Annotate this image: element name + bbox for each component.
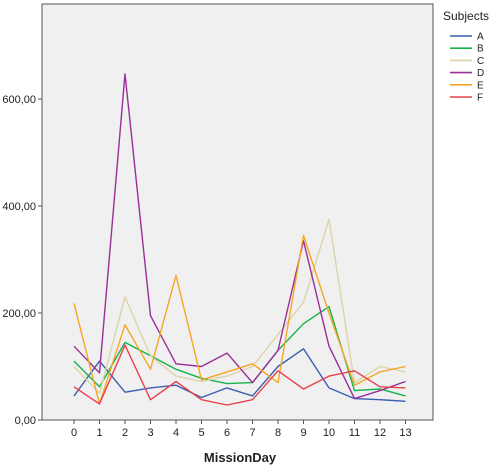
x-tick-label: 12 xyxy=(374,427,386,439)
y-tick-label: 0,00 xyxy=(15,415,36,427)
legend-label-c: C xyxy=(477,56,484,67)
y-tick-label: 400,00 xyxy=(2,201,36,213)
y-tick-label: 600,00 xyxy=(2,94,36,106)
x-axis: 0 1 2 3 4 5 6 7 8 9 10 11 12 13 xyxy=(71,420,412,439)
series-lines xyxy=(73,73,406,406)
plot-area xyxy=(41,3,434,421)
x-axis-title: MissionDay xyxy=(204,450,277,465)
series-line-e xyxy=(73,234,406,405)
legend-label-e: E xyxy=(477,80,484,91)
y-tick-label: 200,00 xyxy=(2,308,36,320)
x-tick-label: 3 xyxy=(147,427,153,439)
x-tick-label: 13 xyxy=(399,427,411,439)
series-line-c xyxy=(73,218,406,394)
x-tick-label: 6 xyxy=(224,427,230,439)
legend-label-a: A xyxy=(477,32,484,43)
legend-label-f: F xyxy=(477,93,483,104)
series-line-a xyxy=(73,348,406,402)
x-tick-label: 8 xyxy=(275,427,281,439)
x-tick-label: 11 xyxy=(349,427,360,439)
y-axis: 0,00 200,00 400,00 600,00 xyxy=(2,94,42,427)
legend-label-b: B xyxy=(477,44,484,55)
legend-title: Subjects xyxy=(443,9,489,23)
legend-label-d: D xyxy=(477,68,484,79)
x-tick-label: 4 xyxy=(173,427,179,439)
series-line-f xyxy=(73,344,406,406)
x-tick-label: 1 xyxy=(96,427,102,439)
x-tick-label: 0 xyxy=(71,427,77,439)
x-tick-label: 7 xyxy=(249,427,255,439)
x-tick-label: 9 xyxy=(300,427,306,439)
x-tick-label: 10 xyxy=(323,427,335,439)
series-line-b xyxy=(73,305,406,397)
x-tick-label: 5 xyxy=(198,427,204,439)
x-tick-label: 2 xyxy=(122,427,128,439)
